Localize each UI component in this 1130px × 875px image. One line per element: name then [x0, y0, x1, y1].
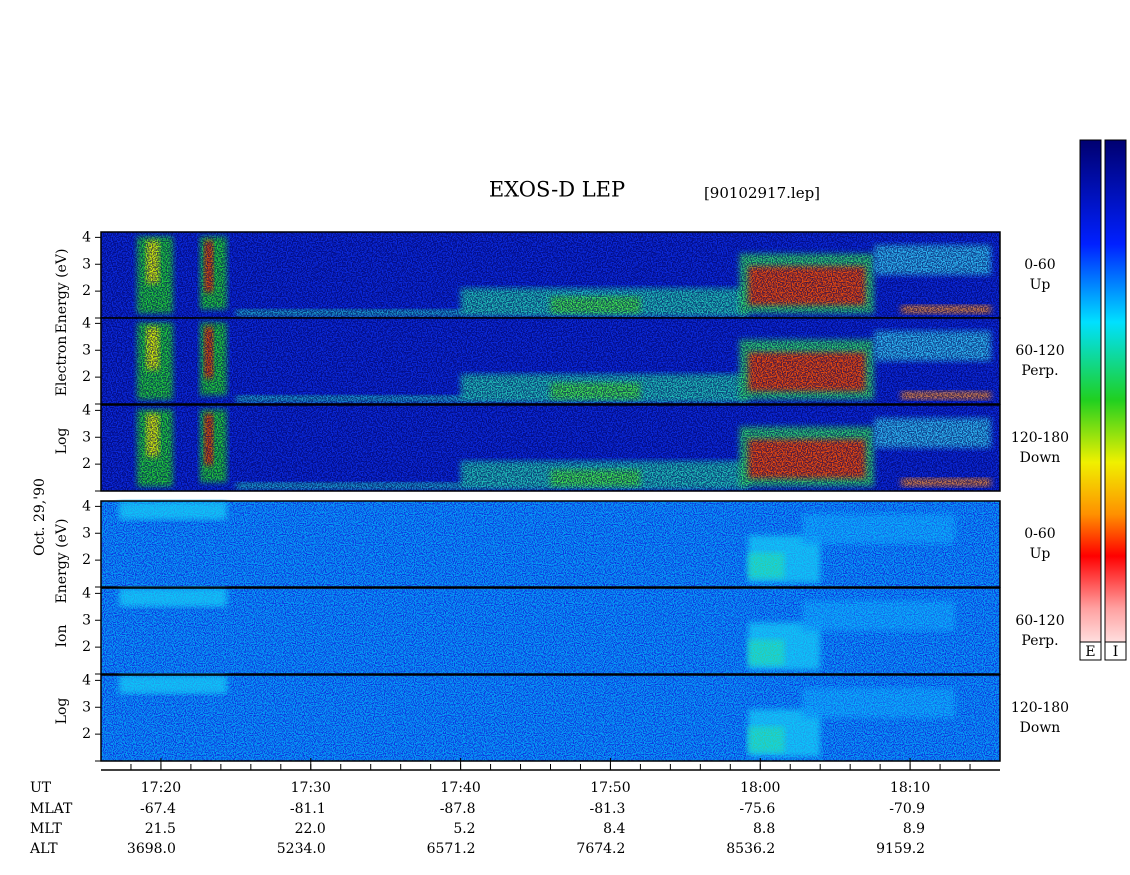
- colorbar-label: I: [1113, 644, 1119, 660]
- y-tick-label: 2: [82, 726, 91, 742]
- x-tick-label: 18:00: [740, 780, 780, 796]
- y-axis-label: Electron: [54, 336, 70, 397]
- ephemeris-value: -75.6: [739, 801, 775, 817]
- ephemeris-value: 6571.2: [427, 841, 476, 857]
- colorbar-label: E: [1085, 644, 1095, 660]
- spectrogram-panel: [101, 675, 1000, 761]
- ephemeris-value: 8.4: [603, 821, 625, 837]
- direction-label: Down: [1020, 450, 1061, 466]
- ephemeris-value: 5234.0: [277, 841, 326, 857]
- ephemeris-value: 3698.0: [127, 841, 176, 857]
- ephemeris-value: -81.1: [290, 801, 326, 817]
- spectrogram-panel: [101, 232, 1000, 318]
- ephemeris-value: -87.8: [440, 801, 476, 817]
- direction-label: Down: [1020, 720, 1061, 736]
- direction-label: Perp.: [1021, 363, 1058, 379]
- spectrogram-panel: [101, 318, 1000, 404]
- y-tick-label: 3: [82, 612, 91, 628]
- y-tick-label: 2: [82, 283, 91, 299]
- colorbar-box: [1079, 641, 1102, 661]
- x-tick-label: 18:10: [890, 780, 930, 796]
- ephemeris-value: 8536.2: [726, 841, 775, 857]
- row-label: MLT: [30, 821, 62, 837]
- y-tick-label: 3: [82, 525, 91, 541]
- panel-frame: [100, 317, 1001, 405]
- x-tick-label: 17:30: [291, 780, 331, 796]
- y-tick-label: 2: [82, 369, 91, 385]
- pitch-label: 60-120: [1015, 613, 1064, 629]
- y-tick-label: 4: [82, 672, 91, 688]
- texture: [101, 675, 1000, 761]
- ephemeris-value: -67.4: [140, 801, 176, 817]
- panel-frame: [100, 500, 1001, 588]
- y-tick-label: 2: [82, 456, 91, 472]
- ephemeris-value: 8.8: [753, 821, 775, 837]
- y-axis-label: Log: [54, 428, 70, 455]
- y-tick-label: 3: [82, 699, 91, 715]
- y-axis-label: Ion: [54, 625, 70, 648]
- spectrogram-panel: [101, 405, 1000, 491]
- row-label: ALT: [29, 841, 58, 857]
- y-tick-label: 3: [82, 342, 91, 358]
- pitch-label: 0-60: [1024, 257, 1055, 273]
- ephemeris-value: 7674.2: [576, 841, 625, 857]
- spectrogram-panel: [101, 588, 1000, 674]
- y-tick-label: 4: [82, 585, 91, 601]
- row-label: UT: [30, 780, 52, 796]
- spectrogram-panel: [101, 501, 1000, 587]
- x-tick-label: 17:20: [141, 780, 181, 796]
- pitch-label: 120-180: [1011, 700, 1069, 716]
- y-tick-label: 3: [82, 429, 91, 445]
- pitch-label: 0-60: [1024, 526, 1055, 542]
- x-tick-label: 17:50: [590, 780, 630, 796]
- y-tick-label: 2: [82, 639, 91, 655]
- texture: [101, 232, 1000, 318]
- colorbar-box: [1104, 641, 1127, 661]
- y-tick-label: 2: [82, 552, 91, 568]
- ephemeris-value: 5.2: [453, 821, 475, 837]
- file-name: [90102917.lep]: [704, 184, 820, 202]
- ephemeris-value: 9159.2: [876, 841, 925, 857]
- chart-title: EXOS-D LEP: [489, 178, 625, 202]
- direction-label: Perp.: [1021, 633, 1058, 649]
- ephemeris-value: 22.0: [295, 821, 326, 837]
- direction-label: Up: [1030, 546, 1051, 562]
- date-label: Oct. 29,'90: [32, 478, 48, 556]
- y-tick-label: 4: [82, 229, 91, 245]
- y-axis-label: Energy (eV): [54, 249, 70, 334]
- panel-frame: [100, 404, 1001, 492]
- ephemeris-value: -70.9: [889, 801, 925, 817]
- colorbar: [1079, 139, 1102, 661]
- pitch-label: 120-180: [1011, 430, 1069, 446]
- y-tick-label: 4: [82, 498, 91, 514]
- texture: [101, 501, 1000, 587]
- y-tick-label: 4: [82, 402, 91, 418]
- y-axis-label: Log: [54, 698, 70, 725]
- direction-label: Up: [1030, 277, 1051, 293]
- y-tick-label: 4: [82, 315, 91, 331]
- texture: [101, 405, 1000, 491]
- pitch-label: 60-120: [1015, 343, 1064, 359]
- colorbar: [1104, 139, 1127, 661]
- panel-frame: [100, 587, 1001, 675]
- x-tick-label: 17:40: [440, 780, 480, 796]
- panel-frame: [100, 674, 1001, 762]
- texture: [101, 588, 1000, 674]
- ephemeris-value: 8.9: [903, 821, 925, 837]
- y-axis-label: Energy (eV): [54, 519, 70, 604]
- row-label: MLAT: [30, 801, 73, 817]
- y-tick-label: 3: [82, 256, 91, 272]
- ephemeris-value: 21.5: [145, 821, 176, 837]
- ephemeris-value: -81.3: [590, 801, 626, 817]
- texture: [101, 318, 1000, 404]
